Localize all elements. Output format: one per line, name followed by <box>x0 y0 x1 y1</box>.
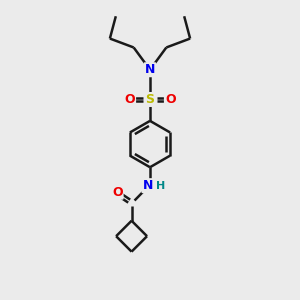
Text: H: H <box>156 181 165 191</box>
Text: N: N <box>142 179 153 192</box>
Text: O: O <box>165 93 175 106</box>
Text: S: S <box>146 93 154 106</box>
Text: O: O <box>124 93 135 106</box>
Text: N: N <box>145 63 155 76</box>
Text: O: O <box>112 186 123 199</box>
